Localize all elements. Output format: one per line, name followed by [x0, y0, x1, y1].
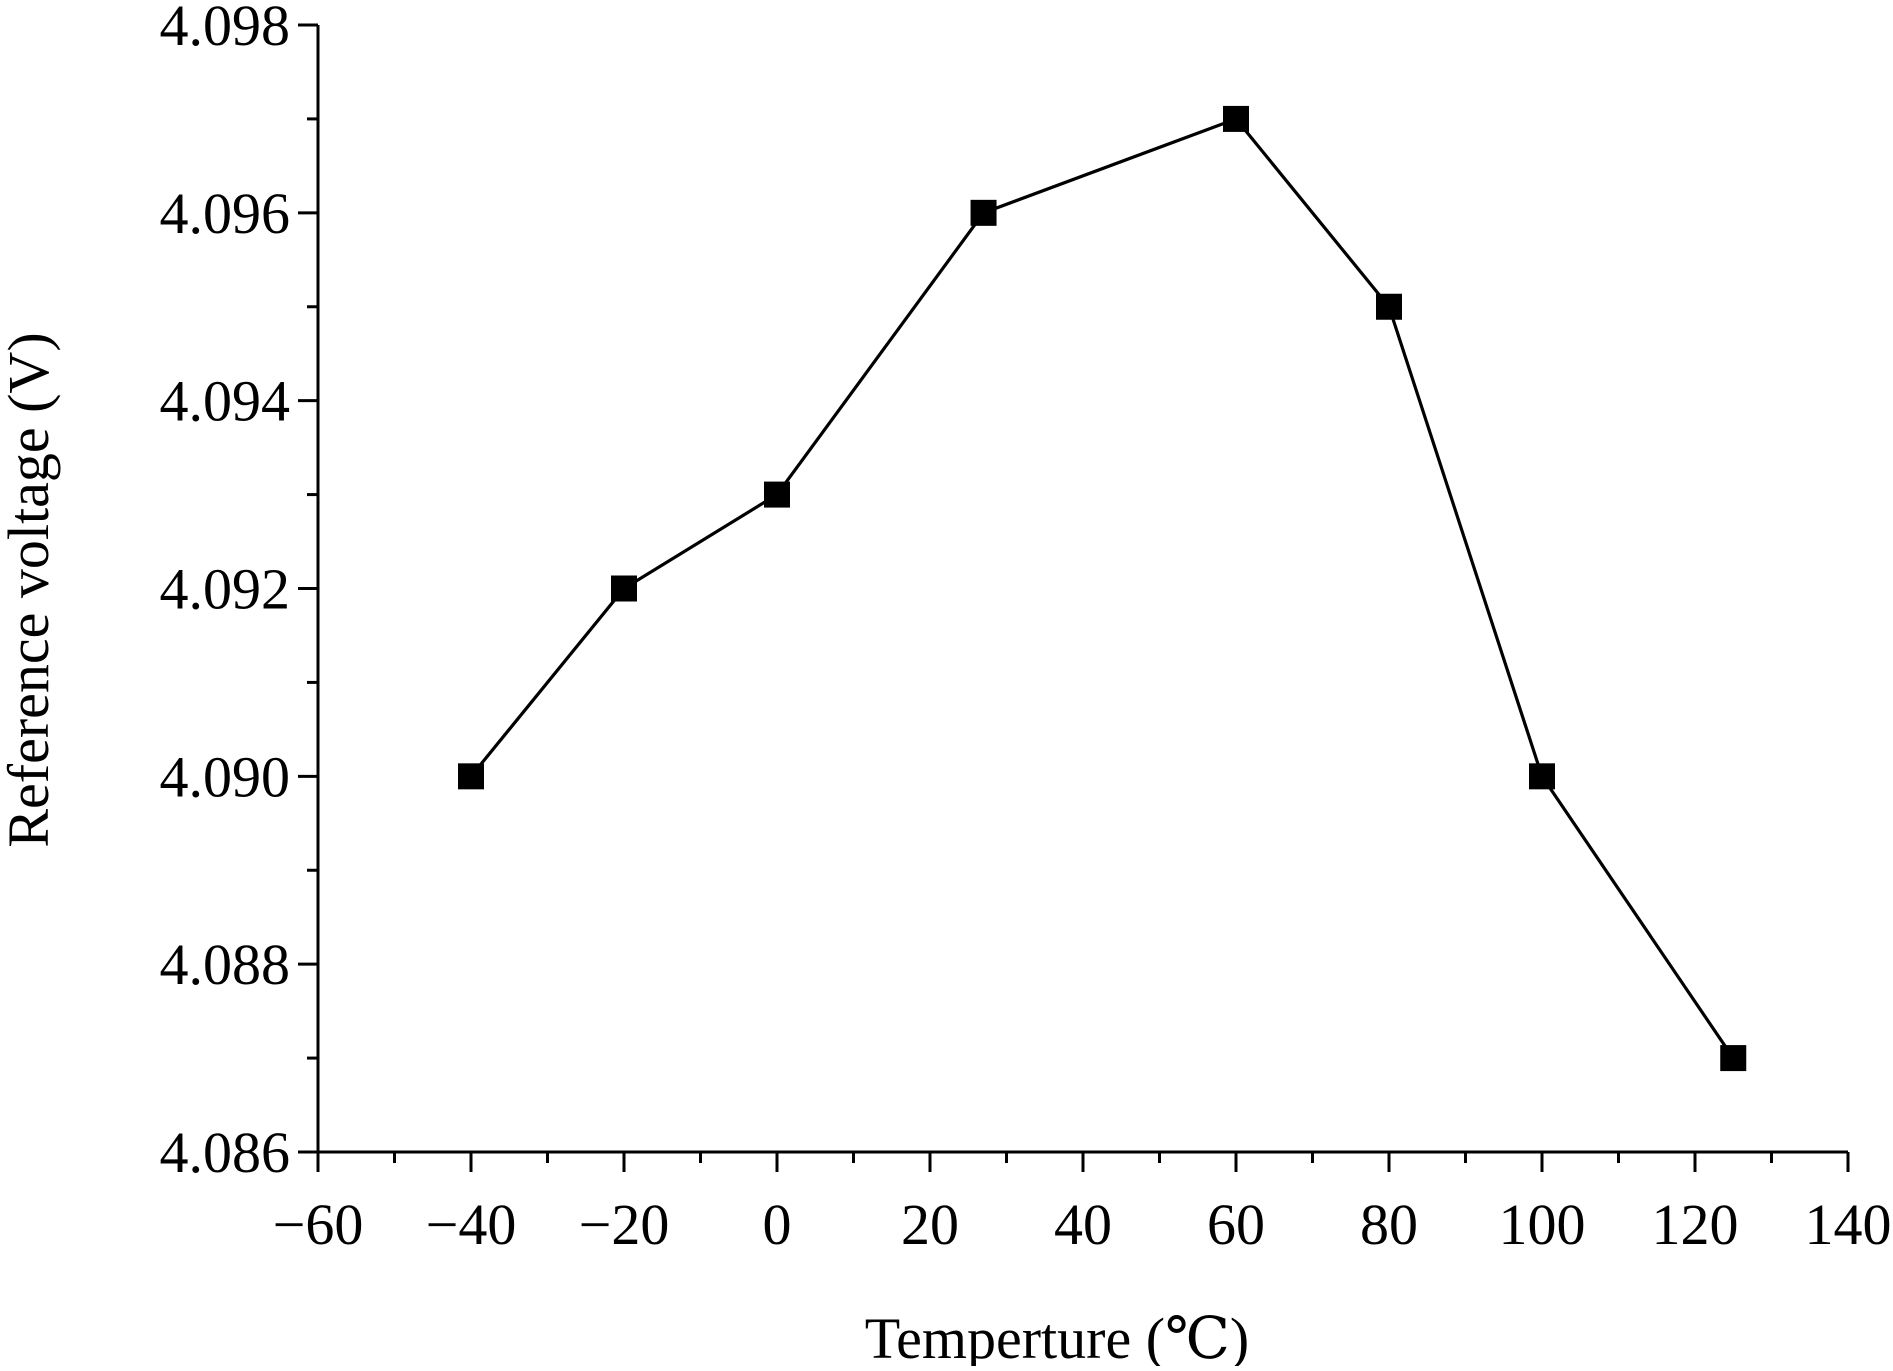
axes: [316, 25, 1848, 1154]
data-point-marker: [1376, 293, 1402, 320]
x-tick-label: 0: [763, 1192, 792, 1257]
series-line: [469, 117, 1735, 1059]
y-tick-label: 4.088: [160, 932, 291, 997]
labels: Temperture (℃) Reference voltage (V): [0, 332, 1249, 1371]
x-axis-title: Temperture (℃): [865, 1306, 1249, 1366]
y-tick-label: 4.092: [160, 557, 291, 622]
y-tick-label: 4.098: [160, 0, 291, 58]
y-tick-label: 4.086: [160, 1120, 291, 1185]
data-point-marker: [764, 481, 790, 508]
x-tick-label: −40: [426, 1192, 517, 1257]
x-tick-label: 40: [1054, 1192, 1112, 1257]
data-point-marker: [1720, 1045, 1747, 1072]
data-point-marker: [1223, 105, 1249, 132]
series: [458, 105, 1747, 1072]
data-point-marker: [1529, 763, 1555, 790]
y-tick-label: 4.090: [160, 744, 291, 809]
y-tick-label: 4.096: [160, 181, 291, 246]
x-tick-label: −60: [273, 1192, 364, 1257]
data-point-marker: [970, 199, 997, 226]
y-axis-title: Reference voltage (V): [0, 332, 61, 847]
ticks: −60 −40 −20 0 20 40 60 80 100 120 140 4.086 4.088 4.0…: [160, 0, 1892, 1257]
data-point-marker: [458, 763, 484, 790]
x-tick-label: 120: [1652, 1192, 1739, 1257]
y-tick-label: 4.094: [160, 369, 291, 434]
x-tick-label: 80: [1360, 1192, 1418, 1257]
x-tick-label: 140: [1805, 1192, 1892, 1257]
x-tick-label: 60: [1207, 1192, 1265, 1257]
x-tick-label: −20: [579, 1192, 670, 1257]
data-point-marker: [611, 575, 637, 602]
x-tick-label: 20: [901, 1192, 959, 1257]
x-tick-label: 100: [1499, 1192, 1586, 1257]
